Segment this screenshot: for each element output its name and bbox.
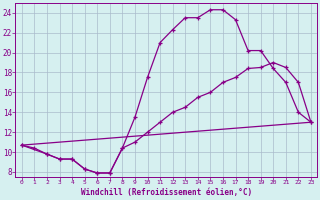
X-axis label: Windchill (Refroidissement éolien,°C): Windchill (Refroidissement éolien,°C) <box>81 188 252 197</box>
